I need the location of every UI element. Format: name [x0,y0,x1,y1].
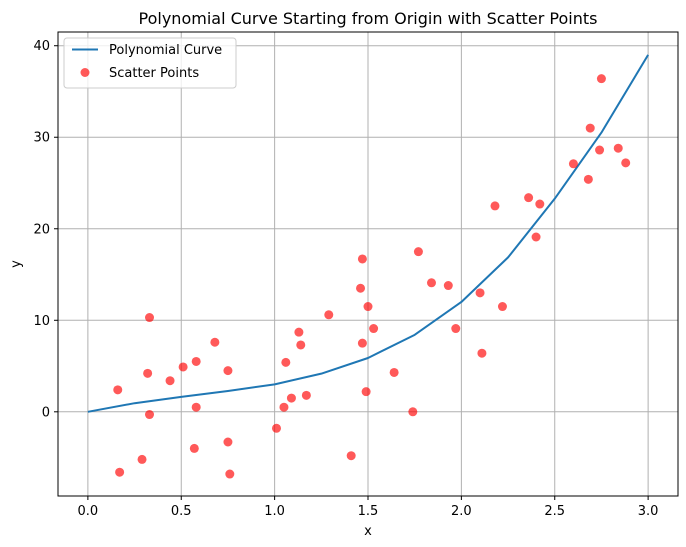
scatter-point [324,310,334,320]
scatter-point [113,385,123,395]
legend-label-curve: Polynomial Curve [109,43,222,58]
x-axis-ticks: 0.0 0.5 1.0 1.5 2.0 2.5 3.0 [78,496,659,519]
curve-layer [87,54,649,413]
scatter-point [596,74,606,84]
scatter-layer [113,74,631,479]
scatter-point [613,143,623,153]
scatter-point [413,247,423,257]
scatter-point [535,199,545,209]
scatter-point [451,324,461,334]
scatter-point [210,337,220,347]
x-tick-label: 1.5 [358,504,379,519]
scatter-point [568,159,578,169]
scatter-point [115,467,125,477]
scatter-point [191,402,201,412]
x-tick-label: 0.0 [78,504,99,519]
scatter-point [346,451,356,461]
scatter-point [477,348,487,358]
scatter-point [294,327,304,337]
scatter-point [524,193,534,203]
y-axis-ticks: 0 10 20 30 40 [33,39,58,420]
scatter-point [475,288,485,298]
scatter-point [145,410,155,420]
scatter-point [189,443,199,453]
scatter-point [363,302,373,312]
scatter-point [361,387,371,397]
scatter-point [286,393,296,403]
scatter-point [426,278,436,288]
scatter-point [389,367,399,377]
chart-title: Polynomial Curve Starting from Origin wi… [139,9,598,28]
scatter-point [595,145,605,155]
y-tick-label: 40 [33,39,50,54]
scatter-point [490,201,500,211]
scatter-point [145,313,155,323]
scatter-point [301,390,311,400]
x-tick-label: 0.5 [171,504,192,519]
scatter-point [271,423,281,433]
scatter-point [443,281,453,291]
scatter-point [143,368,153,378]
scatter-point [296,340,306,350]
scatter-point [583,174,593,184]
x-tick-label: 1.0 [264,504,285,519]
legend-point-swatch [80,68,90,77]
y-tick-label: 0 [42,405,50,420]
y-tick-label: 20 [33,222,50,237]
scatter-point [369,324,379,334]
scatter-point [281,357,291,367]
scatter-point [621,158,631,168]
grid [58,32,678,496]
scatter-point [223,437,233,447]
scatter-point [165,376,175,386]
y-tick-label: 30 [33,131,50,146]
scatter-point [585,123,595,133]
scatter-point [531,232,541,242]
scatter-point [178,362,188,372]
x-tick-label: 2.5 [544,504,565,519]
scatter-point [357,254,367,264]
scatter-point [497,302,507,312]
legend-box [63,37,237,89]
y-axis-label: y [9,260,24,268]
legend: Polynomial Curve Scatter Points [63,37,237,89]
x-tick-label: 2.0 [451,504,472,519]
scatter-point [408,407,418,417]
polynomial-curve [87,54,649,413]
scatter-point [191,356,201,366]
legend-label-scatter: Scatter Points [109,66,199,81]
scatter-point [356,283,366,293]
x-axis-label: x [364,524,372,539]
y-tick-label: 10 [33,314,50,329]
scatter-point [225,469,235,479]
scatter-point [357,338,367,348]
scatter-point [137,454,147,464]
x-tick-label: 3.0 [638,504,659,519]
scatter-point [279,402,289,412]
scatter-point [223,366,233,376]
